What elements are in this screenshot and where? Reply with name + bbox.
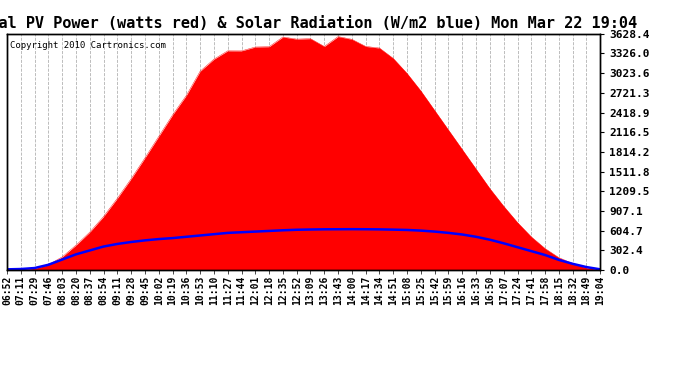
Title: Total PV Power (watts red) & Solar Radiation (W/m2 blue) Mon Mar 22 19:04: Total PV Power (watts red) & Solar Radia…: [0, 16, 637, 31]
Text: Copyright 2010 Cartronics.com: Copyright 2010 Cartronics.com: [10, 41, 166, 50]
